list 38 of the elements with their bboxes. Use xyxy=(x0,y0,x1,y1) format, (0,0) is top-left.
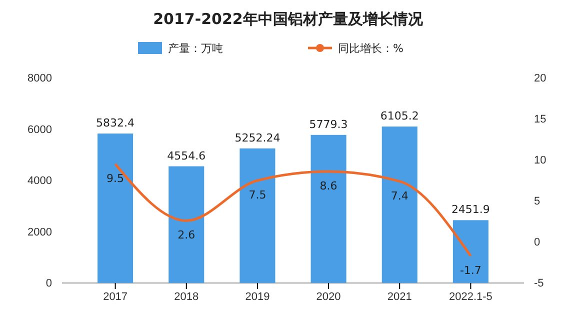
chart-title: 2017-2022年中国铝材产量及增长情况 xyxy=(153,10,424,28)
bar xyxy=(168,166,204,283)
y-tick-label: 8000 xyxy=(28,72,52,85)
y2-tick-label: 5 xyxy=(534,196,540,208)
x-tick-label: 2018 xyxy=(174,290,199,303)
y2-tick-label: -5 xyxy=(534,278,544,290)
data-label: 2.6 xyxy=(178,228,196,242)
y2-tick-label: 15 xyxy=(534,114,546,126)
data-label: 5779.3 xyxy=(309,118,348,131)
data-label: -1.7 xyxy=(460,264,482,277)
bar xyxy=(382,126,418,283)
legend-label: 同比增长：% xyxy=(338,42,404,55)
data-label: 7.4 xyxy=(390,189,408,202)
data-label: 5252.24 xyxy=(234,131,280,144)
x-tick-label: 2017 xyxy=(103,290,128,303)
y-tick-label: 6000 xyxy=(28,124,52,136)
data-label: 2451.9 xyxy=(451,203,490,216)
y-tick-label: 0 xyxy=(46,278,52,290)
bar xyxy=(452,220,488,283)
bar xyxy=(310,134,346,283)
y-tick-label: 2000 xyxy=(28,226,52,238)
data-label: 7.5 xyxy=(248,188,266,202)
bar xyxy=(240,148,276,283)
data-label: 9.5 xyxy=(106,172,124,186)
data-label: 5832.4 xyxy=(96,116,135,130)
x-tick-label: 2021 xyxy=(387,290,412,303)
data-label: 4554.6 xyxy=(167,149,206,162)
x-tick-label: 2022.1-5 xyxy=(448,290,492,303)
data-label: 6105.2 xyxy=(380,110,419,123)
x-tick-label: 2020 xyxy=(316,290,341,303)
x-tick-label: 2019 xyxy=(245,290,270,303)
y-tick-label: 4000 xyxy=(28,175,52,188)
y2-tick-label: 10 xyxy=(534,154,546,167)
bar xyxy=(98,134,134,283)
y2-tick-label: 20 xyxy=(534,72,546,85)
legend-label: 产量：万吨 xyxy=(168,42,223,55)
data-label: 8.6 xyxy=(320,179,338,192)
y2-tick-label: 0 xyxy=(534,236,540,249)
